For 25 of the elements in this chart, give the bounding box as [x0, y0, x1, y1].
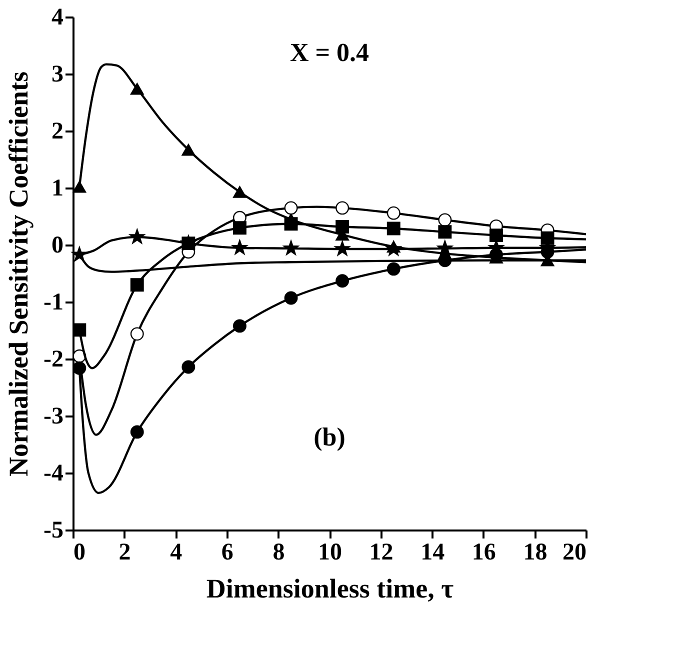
x-tick-label: 6: [221, 540, 234, 566]
y-tick-label: -4: [44, 460, 64, 486]
y-tick-label: -1: [44, 290, 64, 316]
y-axis-title: Normalized Sensitivity Coefficients: [4, 72, 34, 476]
x-tick-label: 4: [170, 540, 182, 566]
annotation: (b): [314, 422, 346, 452]
y-tick-label: 0: [52, 232, 64, 258]
x-tick-label: 0: [74, 540, 86, 566]
x-tick-label: 18: [523, 540, 548, 566]
y-tick-label: 1: [52, 176, 64, 202]
x-tick-label: 2: [118, 540, 131, 566]
y-tick-label: -2: [44, 346, 64, 372]
x-axis-title: Dimensionless time, τ: [206, 574, 454, 604]
x-tick-label: 12: [369, 540, 394, 566]
x-tick-label: 14: [420, 540, 445, 566]
y-tick-label: -3: [44, 404, 64, 430]
y-tick-label: 4: [52, 4, 64, 30]
y-tick-label: 3: [52, 62, 64, 88]
x-tick-label: 10: [318, 540, 342, 566]
annotation: X = 0.4: [290, 38, 370, 67]
y-tick-label: 2: [52, 118, 64, 144]
x-tick-label: 16: [472, 540, 496, 566]
x-tick-label: 8: [272, 540, 285, 566]
y-tick-label: -5: [44, 518, 64, 544]
x-tick-label: 20: [562, 540, 586, 566]
